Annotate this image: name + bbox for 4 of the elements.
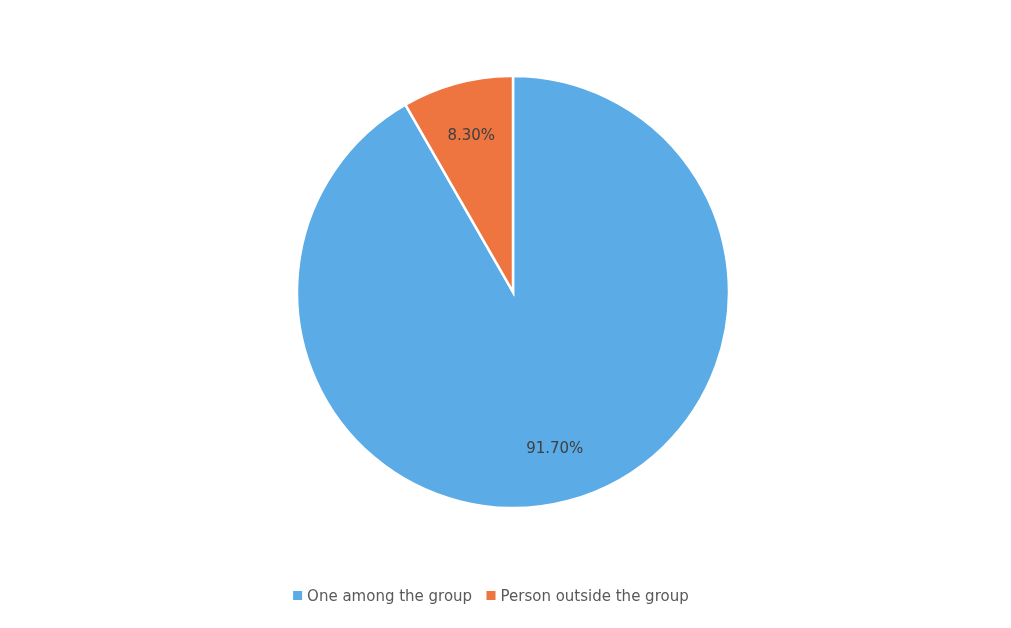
data-label: 8.30% (447, 125, 496, 144)
data-label: 91.70% (526, 439, 584, 458)
legend-label: One among the group (307, 586, 473, 605)
legend-label: Person outside the group (500, 586, 689, 605)
